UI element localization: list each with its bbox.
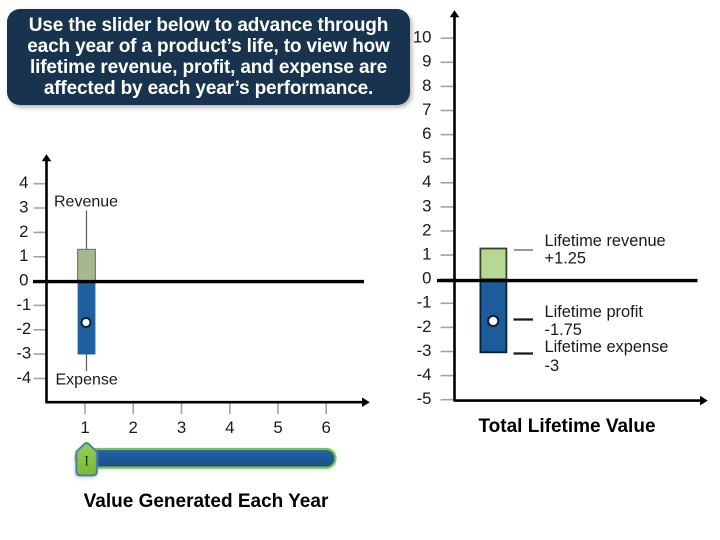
svg-text:Expense: Expense [56,371,118,388]
svg-text:3: 3 [19,197,28,216]
svg-text:-1: -1 [417,293,432,312]
svg-text:-2: -2 [16,319,31,338]
svg-text:-3: -3 [417,341,432,360]
svg-text:8: 8 [422,76,431,95]
svg-text:4: 4 [225,418,234,437]
svg-text:6: 6 [322,418,331,437]
svg-text:3: 3 [177,418,186,437]
svg-text:-1.75: -1.75 [545,321,582,339]
svg-text:-5: -5 [417,389,432,408]
svg-text:Lifetime expense: Lifetime expense [545,338,669,356]
svg-text:10: 10 [413,28,432,47]
svg-text:5: 5 [422,148,431,167]
svg-text:4: 4 [19,173,28,192]
svg-text:1: 1 [19,246,28,265]
svg-text:9: 9 [422,52,431,71]
svg-text:-3: -3 [16,344,31,363]
svg-text:-2: -2 [417,317,432,336]
svg-text:I: I [84,453,89,469]
svg-text:1: 1 [422,245,431,264]
svg-text:7: 7 [422,100,431,119]
svg-text:1: 1 [80,418,89,437]
svg-text:Revenue: Revenue [54,194,118,211]
svg-text:0: 0 [422,269,431,288]
svg-text:2: 2 [129,418,138,437]
svg-text:5: 5 [273,418,282,437]
svg-text:4: 4 [422,172,431,191]
svg-text:3: 3 [422,196,431,215]
svg-text:0: 0 [19,271,28,290]
svg-text:-4: -4 [16,368,31,387]
svg-text:-3: -3 [545,357,560,375]
svg-text:Lifetime revenue: Lifetime revenue [545,232,666,250]
svg-text:-4: -4 [417,365,432,384]
svg-text:-1: -1 [16,295,31,314]
svg-text:Lifetime profit: Lifetime profit [545,303,644,321]
svg-text:2: 2 [422,220,431,239]
svg-text:6: 6 [422,124,431,143]
svg-text:+1.25: +1.25 [545,250,586,268]
svg-text:2: 2 [19,222,28,241]
